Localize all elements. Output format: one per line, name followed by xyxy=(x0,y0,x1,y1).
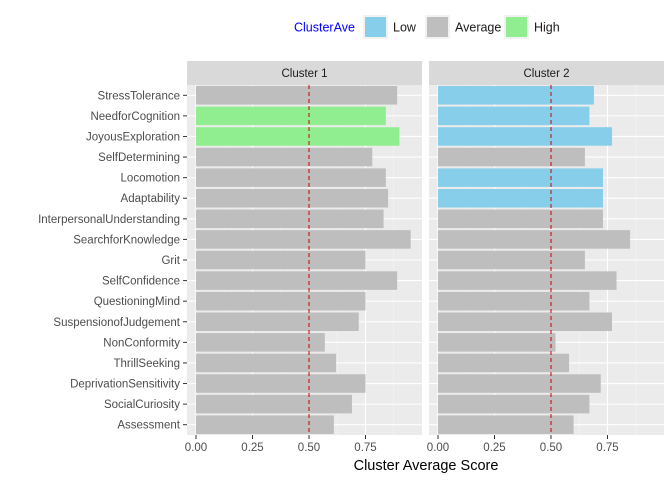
bar-thrill-seeking xyxy=(438,353,570,373)
bar-stress-tolerance xyxy=(196,86,398,105)
y-tick-label-interpersonal-understanding: InterpersonalUnderstanding xyxy=(38,214,180,226)
legend-label-low: Low xyxy=(393,21,417,35)
legend-title: ClusterAve xyxy=(294,21,355,35)
bar-joyous-exploration xyxy=(438,127,613,146)
bar-deprivation-sensitivity xyxy=(196,374,366,393)
y-tick-label-deprivation-sensitivity: DeprivationSensitivity xyxy=(70,379,180,391)
x-axis-title: Cluster Average Score xyxy=(354,458,499,474)
bar-interpersonal-understanding xyxy=(438,209,603,229)
x-tick-label: 0.25 xyxy=(483,442,505,454)
bar-grit xyxy=(196,250,366,270)
panel-strip xyxy=(187,61,422,85)
y-tick-label-grit: Grit xyxy=(161,255,180,267)
bar-assessment xyxy=(196,415,334,434)
y-tick-label-self-determining: SelfDetermining xyxy=(98,152,180,164)
bar-deprivation-sensitivity xyxy=(438,374,601,393)
x-tick-label: 0.00 xyxy=(427,442,449,454)
bar-self-determining xyxy=(196,147,373,167)
y-tick-label-adaptability: Adaptability xyxy=(121,193,181,205)
bar-adaptability xyxy=(196,188,389,208)
legend-label-average: Average xyxy=(455,21,501,35)
y-tick-label-stress-tolerance: StressTolerance xyxy=(98,90,180,102)
bar-social-curiosity xyxy=(196,394,352,414)
y-tick-label-suspensionof-judgement: SuspensionofJudgement xyxy=(53,317,180,329)
bar-interpersonal-understanding xyxy=(196,209,384,229)
bar-grit xyxy=(438,250,585,270)
panel-strip xyxy=(429,61,664,85)
y-tick-label-non-conformity: NonConformity xyxy=(103,337,180,349)
bar-self-confidence xyxy=(196,271,398,290)
bar-self-determining xyxy=(438,147,585,167)
x-tick-label: 0.50 xyxy=(540,442,562,454)
bar-thrill-seeking xyxy=(196,353,337,373)
legend-key-low xyxy=(365,17,386,37)
chart-panels: Cluster 1 0.00 0.25 0.50 0.75 Cluster 2 0.00 0.… xyxy=(185,61,664,454)
x-tick-label: 0.50 xyxy=(298,442,320,454)
y-tick-label-self-confidence: SelfConfidence xyxy=(102,276,180,288)
x-tick-label: 0.75 xyxy=(354,442,376,454)
panel-1: Cluster 1 0.00 0.25 0.50 0.75 xyxy=(185,61,422,454)
y-tick-label-searchfor-knowledge: SearchforKnowledge xyxy=(73,234,180,246)
bar-needfor-cognition xyxy=(196,106,386,126)
y-tick-label-assessment: Assessment xyxy=(117,420,180,432)
bar-locomotion xyxy=(196,168,386,187)
bar-non-conformity xyxy=(196,333,325,352)
bar-questioning-mind xyxy=(196,291,366,311)
bar-joyous-exploration xyxy=(196,127,400,146)
bar-social-curiosity xyxy=(438,394,590,414)
x-tick-label: 0.75 xyxy=(596,442,618,454)
y-tick-label-thrill-seeking: ThrillSeeking xyxy=(114,358,180,370)
bar-suspensionof-judgement xyxy=(196,312,359,332)
bar-questioning-mind xyxy=(438,291,590,311)
bar-non-conformity xyxy=(438,333,556,352)
y-tick-label-social-curiosity: SocialCuriosity xyxy=(104,399,180,411)
legend-label-high: High xyxy=(534,21,560,35)
y-tick-label-joyous-exploration: JoyousExploration xyxy=(86,131,180,143)
bar-locomotion xyxy=(438,168,603,187)
bar-suspensionof-judgement xyxy=(438,312,613,332)
x-tick-label: 0.25 xyxy=(241,442,263,454)
legend-key-high xyxy=(506,17,527,37)
legend-key-average xyxy=(427,17,448,37)
y-axis-labels: StressTolerance NeedforCognition JoyousExp… xyxy=(38,90,187,432)
bar-self-confidence xyxy=(438,271,617,290)
bar-searchfor-knowledge xyxy=(438,230,631,249)
panel-title: Cluster 1 xyxy=(281,68,327,80)
y-tick-label-questioning-mind: QuestioningMind xyxy=(94,296,180,308)
bar-adaptability xyxy=(438,188,603,208)
bar-assessment xyxy=(438,415,574,434)
panel-2: Cluster 2 0.00 0.25 0.50 0.75 xyxy=(427,61,664,454)
x-tick-label: 0.00 xyxy=(185,442,207,454)
bar-needfor-cognition xyxy=(438,106,590,126)
y-tick-label-needfor-cognition: NeedforCognition xyxy=(90,111,180,123)
legend: ClusterAve Low Average High xyxy=(294,15,560,39)
panel-title: Cluster 2 xyxy=(523,68,569,80)
bar-searchfor-knowledge xyxy=(196,230,411,249)
bar-stress-tolerance xyxy=(438,86,594,105)
y-tick-label-locomotion: Locomotion xyxy=(121,173,180,185)
